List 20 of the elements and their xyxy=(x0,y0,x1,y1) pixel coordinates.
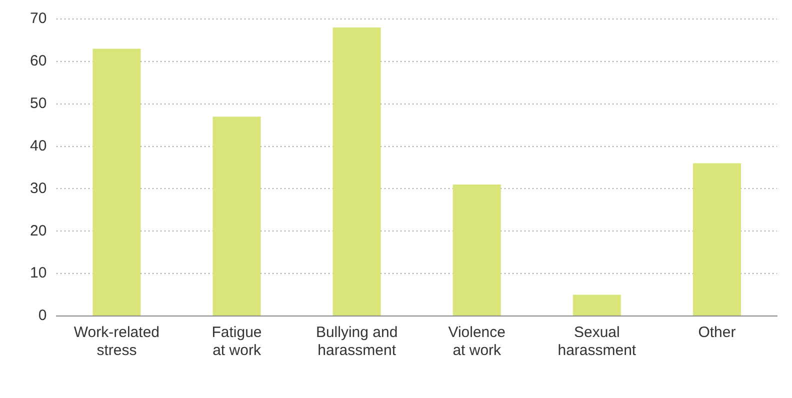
x-tick-label: Violence at work xyxy=(448,324,506,360)
bar xyxy=(92,48,141,316)
bar xyxy=(572,294,621,316)
x-tick-label: Work-related stress xyxy=(74,324,160,360)
y-tick-label: 70 xyxy=(30,10,47,28)
x-tick-label: Other xyxy=(698,324,736,342)
bar xyxy=(452,184,501,316)
y-tick-label: 20 xyxy=(30,222,47,240)
x-tick-label: Bullying and harassment xyxy=(316,324,398,360)
bar xyxy=(332,27,381,316)
y-tick-label: 10 xyxy=(30,264,47,282)
y-tick-label: 40 xyxy=(30,137,47,154)
y-tick-label: 60 xyxy=(30,52,47,70)
y-tick-label: 0 xyxy=(38,307,47,324)
bar xyxy=(212,116,261,316)
y-tick-label: 30 xyxy=(30,180,47,197)
bar xyxy=(692,163,741,316)
y-tick-label: 50 xyxy=(30,95,47,112)
x-tick-label: Fatigue at work xyxy=(212,324,262,360)
x-tick-label: Sexual harassment xyxy=(558,324,637,360)
